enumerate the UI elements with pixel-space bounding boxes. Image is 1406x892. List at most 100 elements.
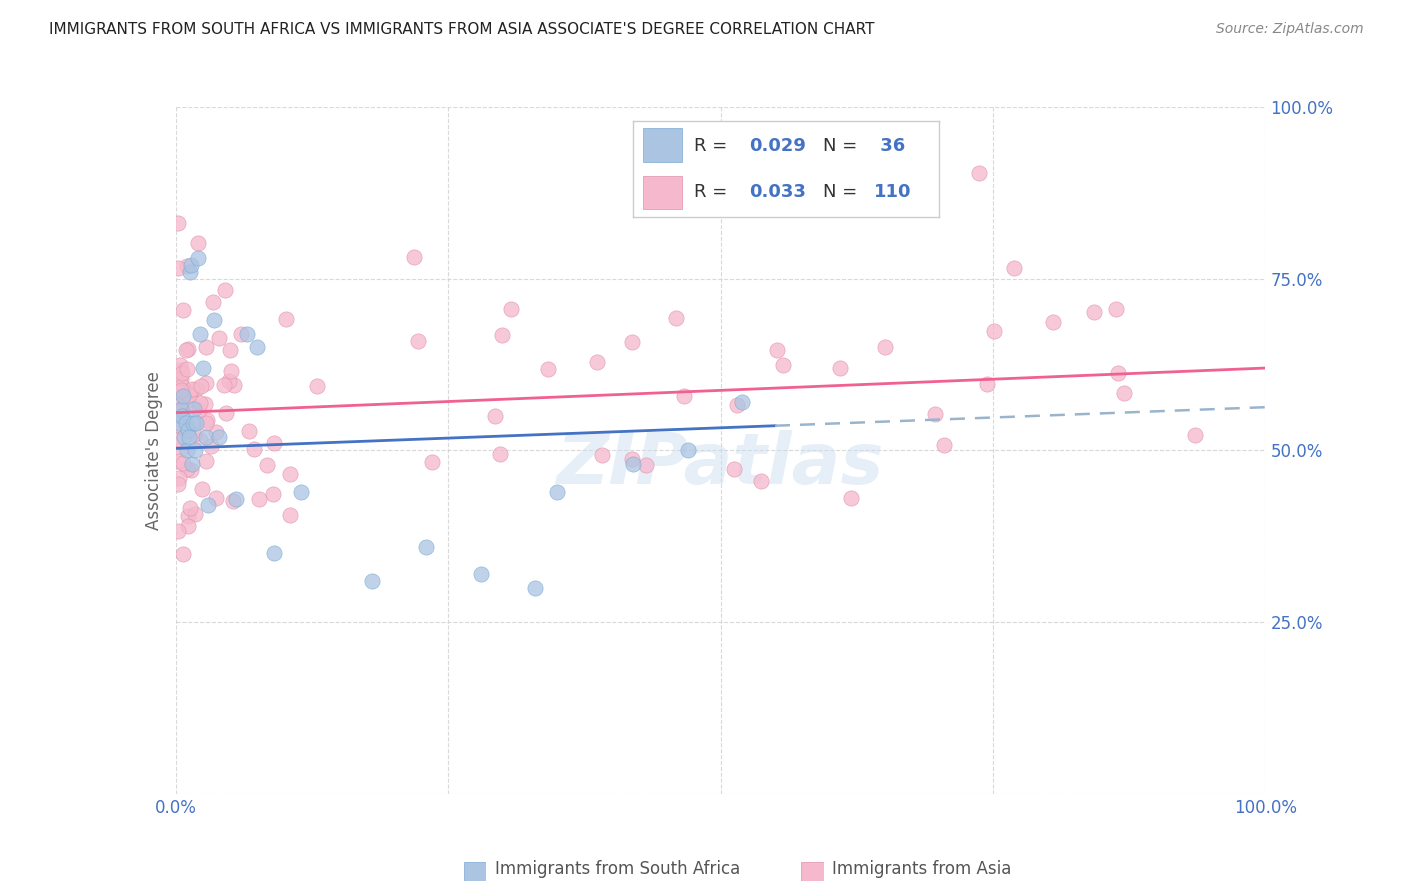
Point — [766, 343, 789, 357]
Point — [218, 343, 240, 358]
Point — [183, 402, 205, 417]
Point — [173, 382, 195, 396]
Point — [167, 471, 190, 485]
Point — [180, 388, 202, 402]
Point — [169, 371, 191, 385]
Point — [172, 388, 194, 402]
Point — [177, 519, 200, 533]
Point — [243, 442, 266, 456]
Point — [924, 407, 946, 421]
Point — [172, 409, 194, 423]
Point — [180, 463, 202, 477]
Point — [238, 424, 260, 438]
Point — [672, 389, 695, 403]
Point — [188, 433, 211, 447]
Point — [537, 362, 560, 376]
Point — [360, 574, 382, 588]
Point — [225, 491, 247, 506]
Point — [184, 382, 207, 396]
Point — [247, 492, 270, 507]
Point — [177, 430, 200, 444]
Point — [215, 406, 238, 420]
Point — [183, 427, 205, 442]
Point — [219, 364, 242, 378]
Y-axis label: Associate's Degree: Associate's Degree — [145, 371, 163, 530]
Point — [1083, 305, 1105, 319]
Point — [176, 443, 198, 458]
Point — [195, 416, 218, 430]
Point — [1002, 260, 1025, 275]
Point — [725, 398, 748, 412]
Point — [186, 251, 209, 265]
Point — [183, 508, 205, 522]
Point — [586, 355, 609, 369]
Point — [174, 416, 197, 430]
Point — [170, 383, 193, 397]
Point — [172, 456, 194, 470]
Point — [591, 448, 613, 462]
Point — [235, 326, 257, 341]
Point — [172, 547, 194, 561]
Point — [188, 403, 211, 417]
Point — [231, 326, 253, 341]
Point — [167, 394, 190, 409]
Point — [976, 377, 998, 392]
Text: Immigrants from South Africa: Immigrants from South Africa — [495, 860, 740, 878]
Point — [873, 340, 896, 354]
Point — [731, 395, 754, 409]
Point — [200, 439, 222, 453]
Point — [246, 340, 269, 354]
Text: Immigrants from Asia: Immigrants from Asia — [832, 860, 1012, 878]
Point — [176, 462, 198, 476]
Text: IMMIGRANTS FROM SOUTH AFRICA VS IMMIGRANTS FROM ASIA ASSOCIATE'S DEGREE CORRELAT: IMMIGRANTS FROM SOUTH AFRICA VS IMMIGRAN… — [49, 22, 875, 37]
Point — [202, 294, 225, 309]
Point — [665, 310, 688, 325]
Point — [172, 419, 194, 434]
Point — [167, 405, 190, 419]
Point — [278, 508, 301, 523]
Point — [406, 334, 429, 348]
Point — [194, 396, 217, 410]
Point — [263, 546, 285, 561]
Point — [174, 343, 197, 357]
Point — [749, 475, 772, 489]
Point — [262, 487, 284, 501]
Point — [194, 340, 217, 354]
Point — [491, 327, 513, 342]
Point — [170, 379, 193, 393]
Point — [208, 430, 231, 444]
Point — [621, 457, 644, 471]
Point — [174, 394, 197, 409]
Point — [167, 477, 190, 491]
Point — [404, 250, 426, 264]
Point — [187, 235, 209, 250]
Point — [190, 379, 212, 393]
Point — [634, 458, 657, 472]
Point — [307, 379, 329, 393]
Point — [218, 374, 240, 388]
Point — [195, 413, 218, 427]
Point — [499, 301, 522, 316]
Point — [256, 458, 278, 472]
Point — [172, 401, 194, 416]
Point — [212, 378, 235, 392]
Point — [524, 581, 547, 595]
Point — [934, 438, 956, 452]
Point — [186, 416, 208, 430]
Point — [194, 376, 217, 391]
Point — [772, 359, 794, 373]
Point — [188, 396, 211, 410]
Point — [1184, 427, 1206, 442]
Point — [177, 423, 200, 437]
Point — [208, 331, 231, 345]
Point — [169, 416, 191, 430]
Point — [176, 508, 198, 523]
Point — [181, 457, 204, 471]
Point — [180, 382, 202, 396]
Point — [176, 260, 198, 274]
Point — [222, 493, 245, 508]
Point — [191, 361, 214, 376]
Point — [484, 409, 506, 423]
Point — [620, 335, 643, 350]
Point — [172, 366, 194, 380]
